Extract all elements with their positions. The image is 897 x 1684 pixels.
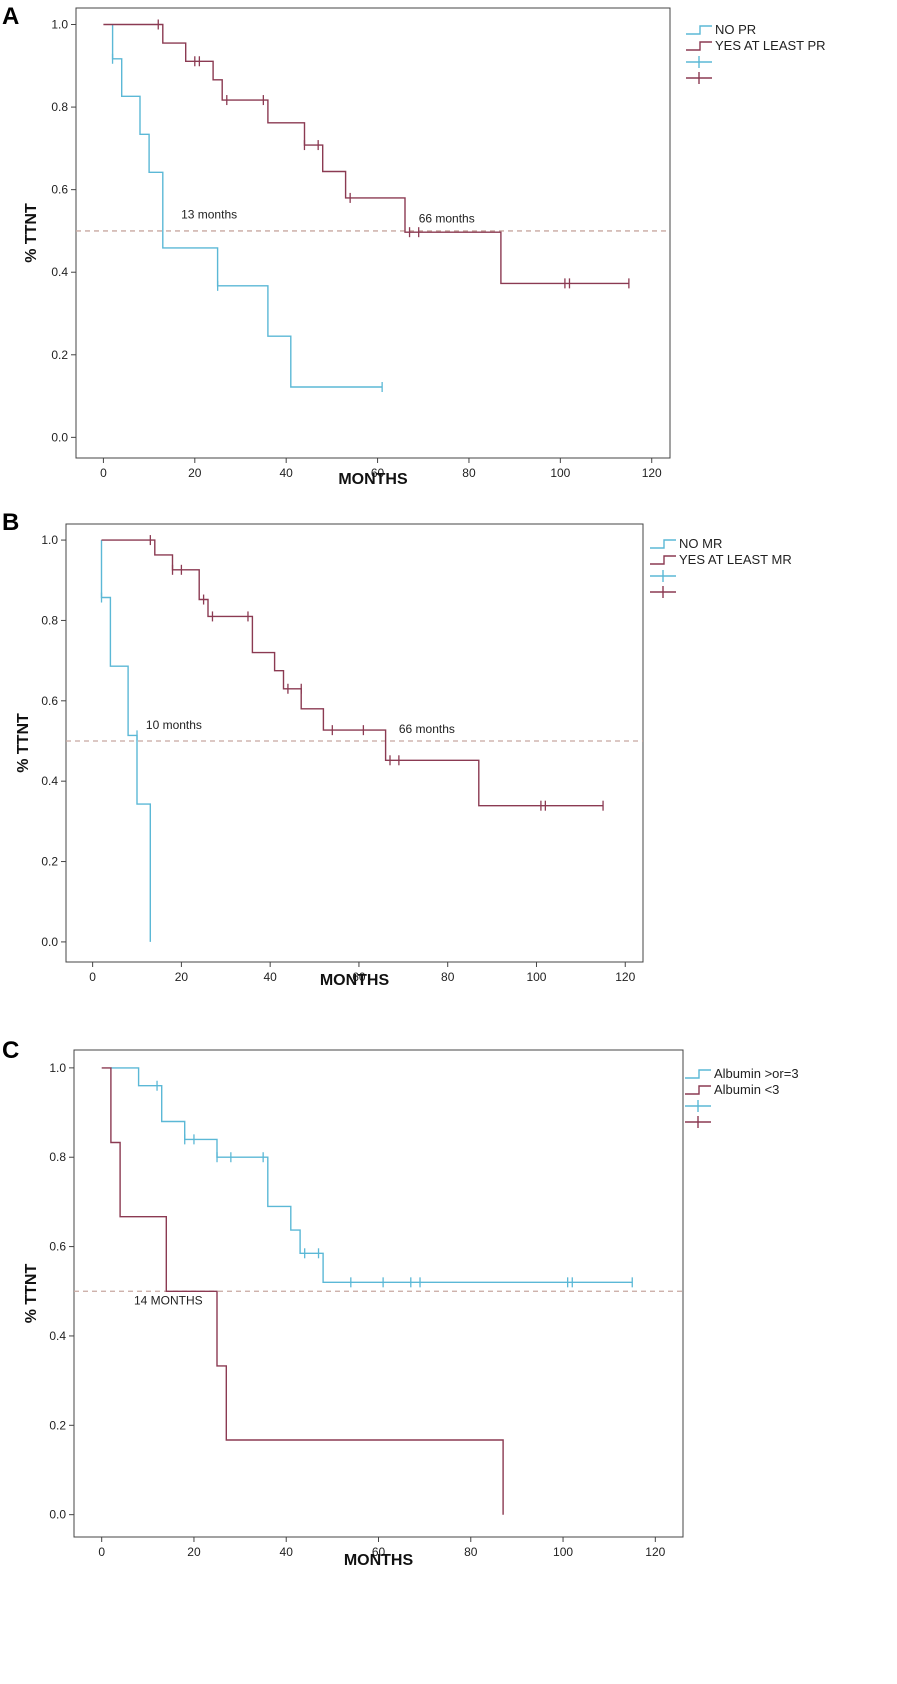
x-tick-label: 60 bbox=[352, 970, 366, 984]
median-annotation: 66 months bbox=[419, 212, 475, 226]
x-tick-label: 0 bbox=[89, 970, 96, 984]
x-tick-label: 100 bbox=[526, 970, 546, 984]
legend-label: YES AT LEAST MR bbox=[679, 552, 792, 567]
survival-curve-group-1 bbox=[110, 1067, 633, 1284]
plot-area-b: 0 20 40 60 80 100 120 0.0 0.2 0.4 0.6 0.8 1.0 MONTHS%… bbox=[15, 523, 644, 989]
x-tick-label: 0 bbox=[98, 1545, 105, 1559]
panel-letter-c: C bbox=[2, 1037, 19, 1064]
survival-curve-group-2 bbox=[101, 1067, 504, 1515]
y-tick-label: 1.0 bbox=[41, 533, 58, 547]
legend-line-symbol bbox=[650, 539, 676, 549]
y-tick-label: 0.4 bbox=[49, 1329, 66, 1343]
x-tick-label: 120 bbox=[615, 970, 635, 984]
legend-label: Albumin <3 bbox=[714, 1082, 779, 1097]
x-tick-label: 120 bbox=[642, 466, 662, 480]
panel-letter-b: B bbox=[2, 509, 19, 536]
y-tick-label: 0.4 bbox=[41, 774, 58, 788]
panel-b: B 0 20 40 60 80 100 120 0.0 0.2 0.4 0.6 0.8 1.0 MONTH… bbox=[2, 509, 792, 989]
y-tick-label: 0.4 bbox=[51, 265, 68, 279]
y-axis-title: % TTNT bbox=[23, 1264, 40, 1324]
legend-line-symbol bbox=[685, 1069, 711, 1079]
y-tick-label: 0.2 bbox=[41, 855, 58, 869]
y-tick-label: 0.0 bbox=[41, 935, 58, 949]
survival-curve-group-2 bbox=[103, 23, 629, 285]
y-axis-title: % TTNT bbox=[23, 203, 40, 263]
median-annotation: 66 months bbox=[399, 722, 455, 736]
plot-frame bbox=[75, 7, 671, 459]
legend-label: NO MR bbox=[679, 536, 722, 551]
x-tick-label: 100 bbox=[553, 1545, 573, 1559]
y-tick-label: 0.8 bbox=[49, 1150, 66, 1164]
legend-label: Albumin >or=3 bbox=[714, 1066, 799, 1081]
panel-a: A 0 20 40 60 80 100 120 0.0 0.2 0.4 0.6 0.8 1.0 MONTH… bbox=[2, 3, 826, 488]
plot-area-a: 0 20 40 60 80 100 120 0.0 0.2 0.4 0.6 0.8 1.0 MONTHS%… bbox=[23, 7, 671, 488]
x-tick-label: 80 bbox=[464, 1545, 478, 1559]
x-tick-label: 20 bbox=[187, 1545, 201, 1559]
x-tick-label: 20 bbox=[188, 466, 202, 480]
legend-label: NO PR bbox=[715, 22, 756, 37]
y-tick-label: 0.8 bbox=[41, 613, 58, 627]
legend-line-symbol bbox=[686, 25, 712, 35]
y-tick-label: 0.6 bbox=[49, 1240, 66, 1254]
panel-letter-a: A bbox=[2, 3, 19, 30]
survival-curve-group-1 bbox=[111, 24, 383, 388]
x-tick-label: 80 bbox=[441, 970, 455, 984]
y-tick-label: 1.0 bbox=[49, 1061, 66, 1075]
y-tick-label: 0.6 bbox=[51, 183, 68, 197]
y-tick-label: 0.2 bbox=[51, 348, 68, 362]
x-tick-label: 60 bbox=[371, 466, 385, 480]
x-axis-title: MONTHS bbox=[344, 1552, 414, 1569]
y-tick-label: 0.8 bbox=[51, 100, 68, 114]
y-axis-title: % TTNT bbox=[15, 713, 32, 773]
x-tick-label: 100 bbox=[550, 466, 570, 480]
legend-line-symbol bbox=[685, 1085, 711, 1095]
panel-c: C 0 20 40 60 80 100 120 0.0 0.2 0.4 0.6 0.8 1.0 MONTH… bbox=[2, 1037, 799, 1569]
x-tick-label: 80 bbox=[462, 466, 476, 480]
survival-curve-group-1 bbox=[100, 540, 152, 942]
x-tick-label: 20 bbox=[175, 970, 189, 984]
median-annotation: 13 months bbox=[181, 208, 237, 222]
plot-frame bbox=[65, 523, 644, 963]
survival-curve-group-2 bbox=[101, 539, 604, 807]
legend-line-symbol bbox=[686, 41, 712, 51]
median-annotation: 14 MONTHS bbox=[134, 1294, 203, 1308]
x-tick-label: 40 bbox=[263, 970, 277, 984]
y-tick-label: 0.2 bbox=[49, 1418, 66, 1432]
x-tick-label: 0 bbox=[100, 466, 107, 480]
median-annotation: 10 months bbox=[146, 718, 202, 732]
legend-line-symbol bbox=[650, 555, 676, 565]
x-axis-title: MONTHS bbox=[338, 471, 408, 488]
x-axis-title: MONTHS bbox=[320, 972, 390, 989]
legend-label: YES AT LEAST PR bbox=[715, 38, 826, 53]
x-tick-label: 120 bbox=[645, 1545, 665, 1559]
x-tick-label: 40 bbox=[280, 466, 294, 480]
y-tick-label: 0.0 bbox=[51, 430, 68, 444]
y-tick-label: 0.6 bbox=[41, 694, 58, 708]
x-tick-label: 60 bbox=[372, 1545, 386, 1559]
y-tick-label: 1.0 bbox=[51, 18, 68, 32]
x-tick-label: 40 bbox=[280, 1545, 294, 1559]
plot-area-c: 0 20 40 60 80 100 120 0.0 0.2 0.4 0.6 0.8 1.0 MONTHS%… bbox=[23, 1049, 684, 1569]
y-tick-label: 0.0 bbox=[49, 1508, 66, 1522]
